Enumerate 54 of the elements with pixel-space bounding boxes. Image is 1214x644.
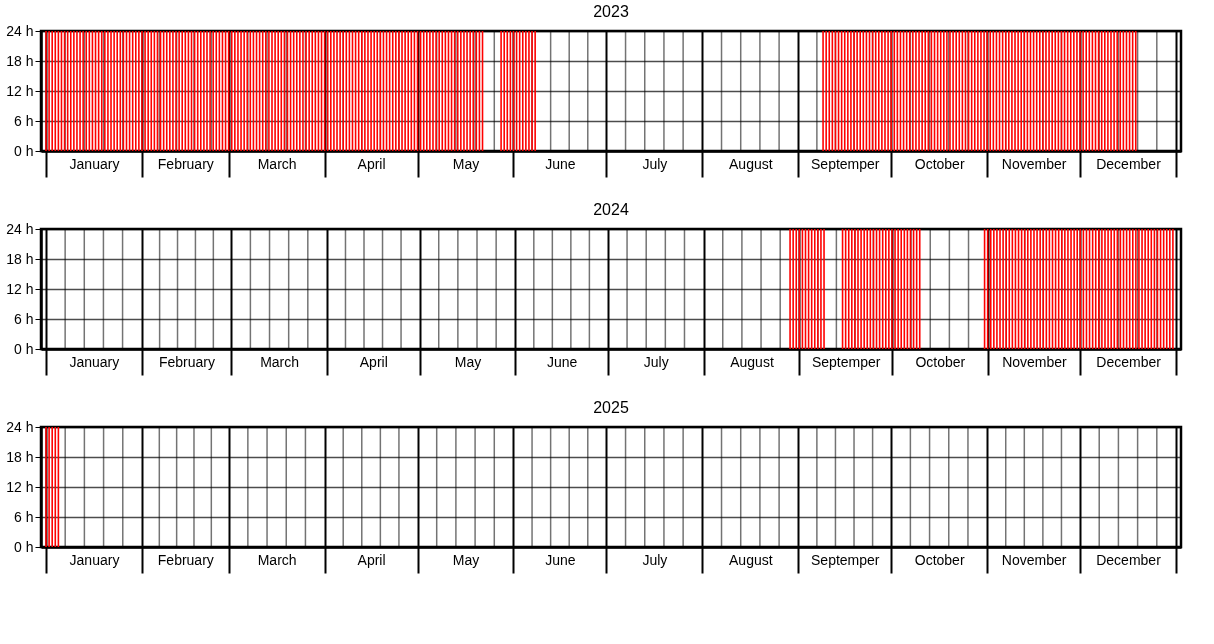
x-tick-label: August — [729, 155, 773, 172]
y-tick-label: 0 h — [14, 538, 34, 555]
x-tick-label: April — [357, 551, 386, 568]
x-tick-label: May — [452, 551, 480, 568]
x-tick-label: January — [69, 551, 120, 568]
y-tick-label: 18 h — [6, 250, 34, 267]
x-tick-label: March — [257, 551, 297, 568]
x-tick-label: December — [1096, 551, 1162, 568]
x-tick-label: July — [642, 155, 668, 172]
chart-title: 2023 — [593, 3, 629, 20]
x-tick-label: February — [157, 155, 214, 172]
x-tick-label: January — [69, 155, 120, 172]
x-tick-label: Septemper — [811, 551, 880, 568]
y-tick-label: 24 h — [6, 220, 34, 237]
chart-title: 2025 — [593, 399, 629, 416]
x-tick-label: December — [1096, 155, 1162, 172]
y-tick-label: 0 h — [14, 340, 34, 357]
y-tick-label: 12 h — [6, 82, 34, 99]
y-tick-label: 18 h — [6, 52, 34, 69]
x-tick-label: March — [260, 353, 300, 370]
y-tick-label: 12 h — [6, 478, 34, 495]
y-tick-label: 6 h — [14, 508, 34, 525]
x-tick-label: October — [915, 353, 966, 370]
y-tick-label: 24 h — [6, 418, 34, 435]
x-tick-label: August — [730, 353, 774, 370]
x-tick-label: June — [545, 155, 576, 172]
x-tick-label: November — [1001, 155, 1067, 172]
x-tick-label: February — [157, 551, 214, 568]
x-tick-label: August — [729, 551, 773, 568]
x-tick-label: January — [69, 353, 120, 370]
y-tick-label: 6 h — [14, 310, 34, 327]
x-tick-label: October — [914, 551, 965, 568]
x-tick-label: July — [643, 353, 669, 370]
x-tick-label: Septemper — [811, 353, 881, 370]
x-tick-label: November — [1001, 551, 1067, 568]
chart-title: 2024 — [593, 201, 629, 218]
y-tick-label: 6 h — [14, 112, 34, 129]
x-tick-label: June — [545, 551, 576, 568]
x-tick-label: April — [357, 155, 386, 172]
x-tick-label: July — [642, 551, 668, 568]
x-tick-label: June — [546, 353, 578, 370]
x-tick-label: May — [452, 155, 480, 172]
x-tick-label: December — [1096, 353, 1162, 370]
x-tick-label: April — [359, 353, 388, 370]
x-tick-label: March — [257, 155, 297, 172]
y-tick-label: 24 h — [6, 22, 34, 39]
x-tick-label: May — [454, 353, 482, 370]
y-tick-label: 0 h — [14, 142, 34, 159]
x-tick-label: October — [914, 155, 965, 172]
x-tick-label: November — [1002, 353, 1068, 370]
x-tick-label: February — [158, 353, 215, 370]
y-tick-label: 12 h — [6, 280, 34, 297]
x-tick-label: Septemper — [811, 155, 880, 172]
y-tick-label: 18 h — [6, 448, 34, 465]
